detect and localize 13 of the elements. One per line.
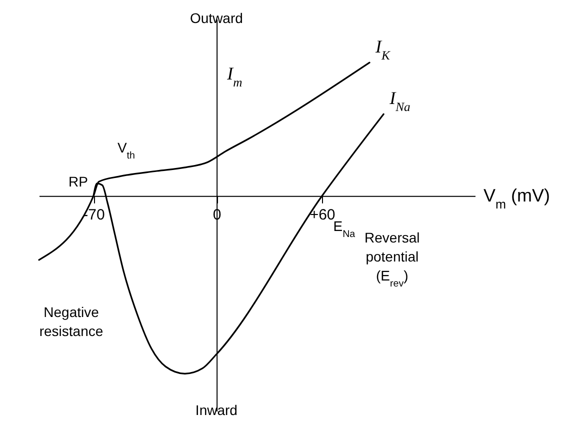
annotation: Reversal potential (E$_{rev}$): [364, 230, 420, 290]
annotation: E$_{Na}$: [333, 218, 356, 240]
x-axis-title: V$_{m}$ (mV): [484, 185, 550, 212]
text: Inward: [195, 402, 238, 418]
x-tick-label: +60: [310, 206, 336, 224]
annotation: Negative resistance: [39, 304, 104, 339]
y-axis-title: I$_{m}$: [226, 64, 242, 90]
annotation: V$_{th}$: [117, 139, 135, 161]
annotation: RP: [68, 173, 88, 190]
x-tick-label: -70: [83, 206, 105, 224]
series-label: I$_{K}$: [374, 36, 391, 63]
text: Outward: [190, 10, 243, 26]
series-label: I$_{Na}$: [388, 88, 410, 114]
